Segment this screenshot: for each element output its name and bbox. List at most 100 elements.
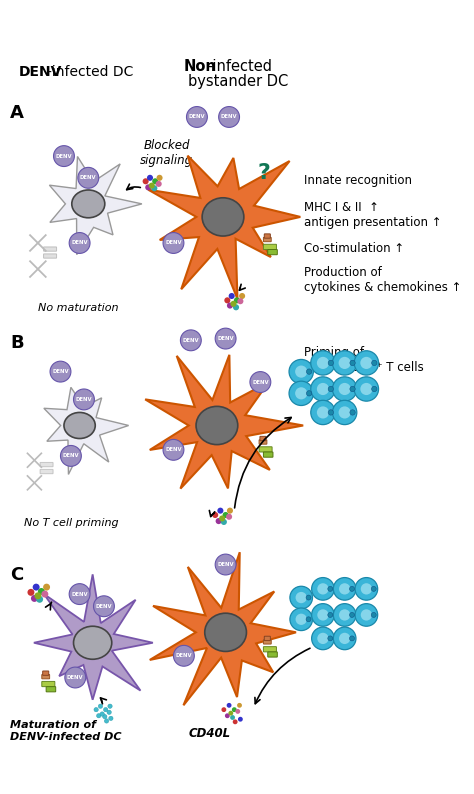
Circle shape — [107, 710, 111, 715]
Circle shape — [306, 391, 312, 396]
Circle shape — [163, 439, 184, 461]
Text: DENV: DENV — [67, 675, 83, 680]
Circle shape — [328, 587, 333, 592]
Circle shape — [69, 233, 90, 253]
FancyBboxPatch shape — [46, 687, 56, 692]
Text: Innate recognition: Innate recognition — [304, 174, 412, 187]
Circle shape — [332, 351, 357, 375]
Text: DENV: DENV — [175, 653, 192, 658]
Circle shape — [227, 507, 233, 514]
Text: DENV: DENV — [217, 336, 234, 341]
Circle shape — [311, 377, 335, 401]
Text: Production of
cytokines & chemokines ↑: Production of cytokines & chemokines ↑ — [304, 266, 461, 295]
Circle shape — [296, 614, 307, 625]
Text: DENV: DENV — [19, 65, 62, 79]
Circle shape — [215, 554, 236, 575]
Circle shape — [289, 360, 313, 384]
Circle shape — [317, 383, 329, 395]
FancyBboxPatch shape — [44, 247, 56, 251]
Circle shape — [360, 383, 373, 395]
FancyBboxPatch shape — [264, 636, 270, 641]
FancyBboxPatch shape — [259, 447, 272, 452]
Circle shape — [238, 717, 243, 722]
Circle shape — [350, 360, 355, 365]
Circle shape — [311, 603, 334, 626]
Text: DENV: DENV — [55, 153, 72, 159]
Text: DENV: DENV — [189, 114, 205, 119]
Circle shape — [328, 612, 333, 618]
Text: CD40L: CD40L — [189, 727, 231, 740]
Circle shape — [371, 587, 376, 592]
Circle shape — [155, 181, 162, 187]
Circle shape — [317, 609, 328, 621]
FancyBboxPatch shape — [268, 652, 277, 657]
Circle shape — [290, 608, 312, 630]
Circle shape — [339, 633, 350, 644]
Polygon shape — [148, 156, 301, 299]
Circle shape — [36, 596, 43, 603]
Text: DENV: DENV — [71, 241, 88, 245]
Circle shape — [100, 712, 104, 716]
FancyBboxPatch shape — [42, 674, 50, 679]
Circle shape — [311, 577, 334, 600]
Circle shape — [234, 297, 240, 303]
Text: Co-stimulation ↑: Co-stimulation ↑ — [304, 241, 404, 255]
Circle shape — [338, 357, 351, 369]
Circle shape — [317, 407, 329, 418]
Circle shape — [181, 330, 201, 351]
Circle shape — [372, 387, 377, 391]
Circle shape — [103, 715, 107, 719]
Circle shape — [306, 617, 311, 622]
Text: Blocked
signaling: Blocked signaling — [140, 139, 193, 167]
Circle shape — [104, 719, 109, 723]
Circle shape — [317, 584, 328, 595]
Circle shape — [233, 304, 239, 310]
Circle shape — [339, 609, 350, 621]
Circle shape — [38, 588, 45, 595]
Circle shape — [350, 387, 355, 391]
Circle shape — [333, 627, 356, 649]
Circle shape — [306, 595, 311, 600]
Circle shape — [216, 518, 222, 524]
Circle shape — [228, 711, 233, 715]
Circle shape — [230, 301, 237, 306]
Circle shape — [186, 106, 207, 127]
Circle shape — [228, 293, 235, 299]
Circle shape — [221, 707, 226, 712]
Circle shape — [295, 365, 307, 378]
Circle shape — [328, 410, 334, 415]
Text: DENV-infected DC: DENV-infected DC — [10, 731, 121, 742]
Circle shape — [163, 233, 184, 253]
Circle shape — [78, 168, 99, 188]
Circle shape — [360, 357, 373, 369]
Circle shape — [361, 584, 372, 595]
Text: DENV: DENV — [221, 114, 237, 119]
Circle shape — [306, 369, 312, 374]
Circle shape — [349, 612, 355, 618]
Circle shape — [230, 715, 235, 720]
Circle shape — [221, 519, 227, 525]
Ellipse shape — [202, 198, 244, 236]
Text: Maturation of: Maturation of — [10, 720, 96, 730]
Circle shape — [349, 636, 355, 641]
Circle shape — [151, 185, 157, 191]
Circle shape — [109, 716, 113, 720]
Circle shape — [333, 603, 356, 626]
Circle shape — [339, 584, 350, 595]
Circle shape — [33, 584, 40, 591]
Polygon shape — [150, 552, 296, 705]
Circle shape — [212, 512, 218, 518]
Circle shape — [250, 372, 271, 392]
FancyBboxPatch shape — [264, 234, 270, 238]
Circle shape — [349, 587, 355, 592]
Circle shape — [50, 361, 71, 382]
Circle shape — [226, 514, 232, 520]
Text: No maturation: No maturation — [37, 303, 118, 313]
Circle shape — [61, 445, 82, 466]
Circle shape — [97, 714, 101, 718]
Text: MHC I & II  ↑
antigen presentation ↑: MHC I & II ↑ antigen presentation ↑ — [304, 201, 441, 229]
Text: DENV: DENV — [63, 453, 79, 458]
Text: No T cell priming: No T cell priming — [24, 518, 118, 528]
Circle shape — [328, 387, 334, 391]
Text: DENV: DENV — [252, 380, 269, 384]
